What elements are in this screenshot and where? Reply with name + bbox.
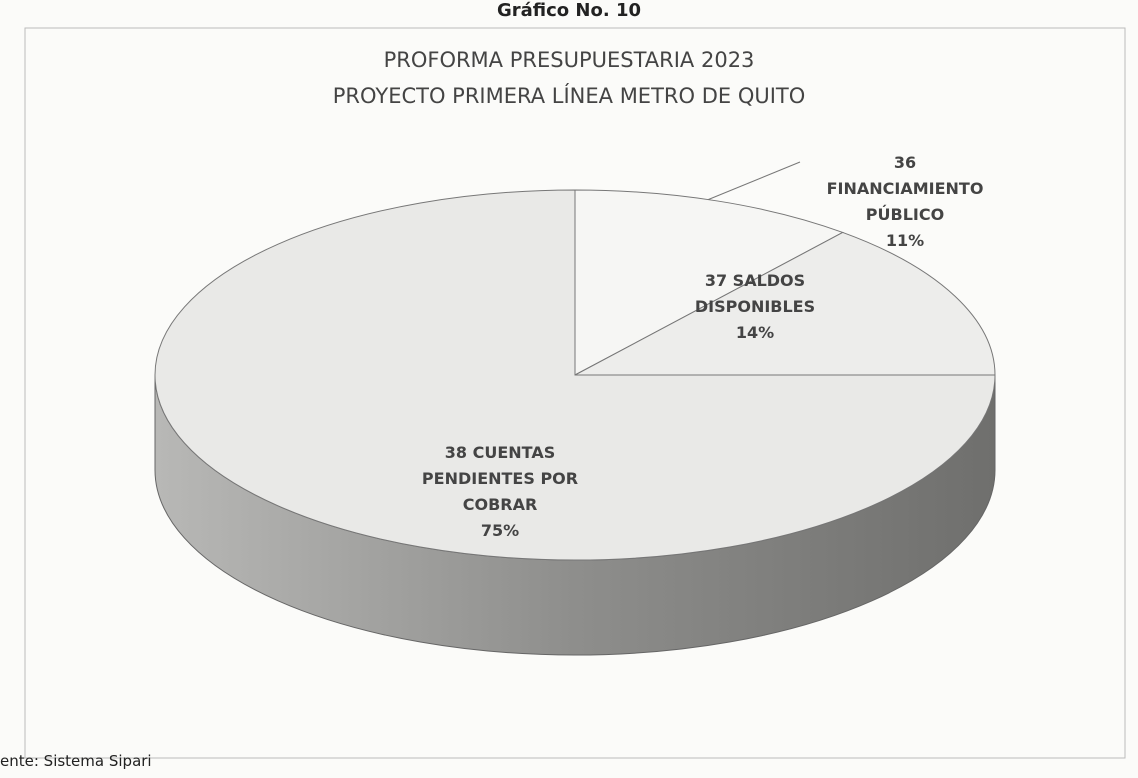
- value-label: 75%: [480, 521, 520, 540]
- chart-title: PROFORMA PRESUPUESTARIA 2023: [383, 48, 755, 72]
- value-label: 14%: [735, 323, 775, 342]
- slice: [574, 189, 844, 376]
- category-label: 38 CUENTAS PENDIENTES POR COBRAR: [421, 443, 579, 514]
- slice-label: 37 SALDOS DISPONIBLES 14%: [690, 268, 820, 346]
- header: Gráfico No. 10: [496, 0, 642, 21]
- slice-label: 38 CUENTAS PENDIENTES POR COBRAR 75%: [400, 440, 600, 544]
- slice: [574, 231, 996, 376]
- category-label: 36 FINANCIAMIENTO PÚBLICO: [826, 153, 984, 224]
- value-label: 11%: [885, 231, 925, 250]
- frame: [24, 27, 1126, 759]
- footer: ente: Sistema Sipari: [0, 752, 152, 770]
- leader-line: [694, 161, 801, 206]
- chart-subtitle: PROYECTO PRIMERA LÍNEA METRO DE QUITO: [332, 84, 806, 108]
- slice-label: 36 FINANCIAMIENTO PÚBLICO 11%: [820, 150, 990, 254]
- category-label: 37 SALDOS DISPONIBLES: [694, 271, 816, 316]
- slice: [154, 189, 996, 561]
